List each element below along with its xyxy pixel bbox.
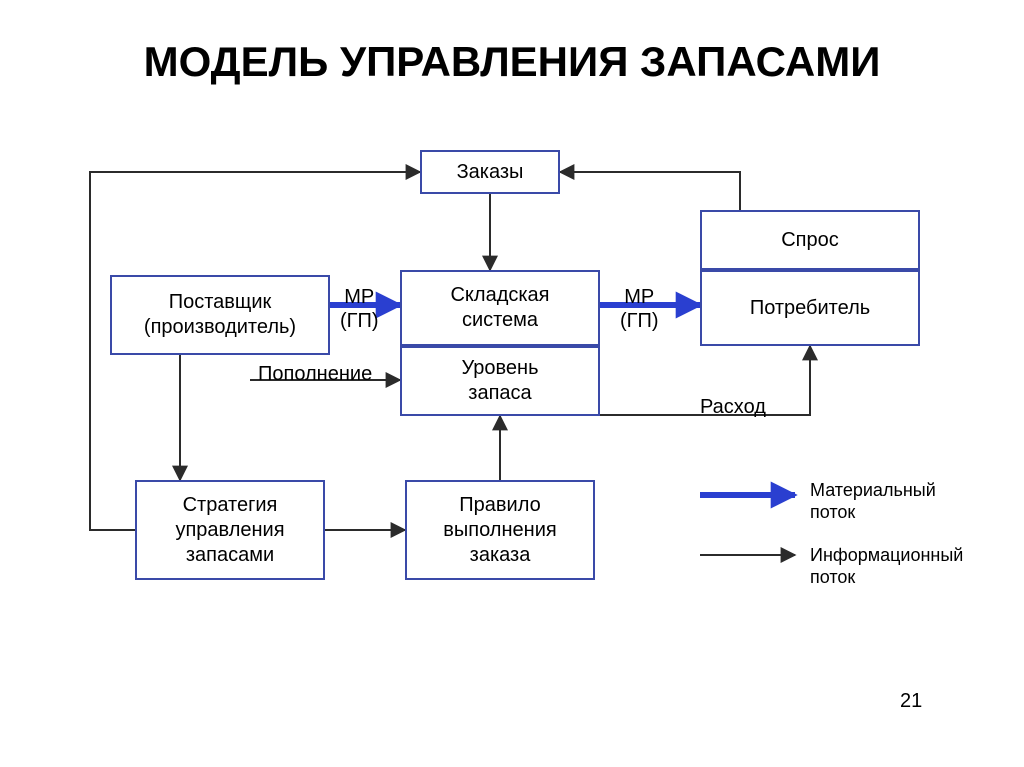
edge-label-usage: Расход <box>700 395 766 419</box>
node-supplier: Поставщик (производитель) <box>110 275 330 355</box>
node-rule: Правило выполнения заказа <box>405 480 595 580</box>
node-stock: Уровень запаса <box>400 346 600 416</box>
node-warehouse: Складская система <box>400 270 600 346</box>
edge-label-mr1: МР (ГП) <box>340 285 379 333</box>
edge-label-mr2: МР (ГП) <box>620 285 659 333</box>
node-demand: Спрос <box>700 210 920 270</box>
legend-info-label: Информационный поток <box>810 545 963 588</box>
node-consumer: Потребитель <box>700 270 920 346</box>
edge-label-refill: Пополнение <box>258 362 372 386</box>
page-title: МОДЕЛЬ УПРАВЛЕНИЯ ЗАПАСАМИ <box>0 38 1024 86</box>
info-arrow <box>560 172 740 210</box>
legend-material-label: Материальный поток <box>810 480 936 523</box>
node-strategy: Стратегия управления запасами <box>135 480 325 580</box>
node-orders: Заказы <box>420 150 560 194</box>
page-number: 21 <box>900 690 922 713</box>
